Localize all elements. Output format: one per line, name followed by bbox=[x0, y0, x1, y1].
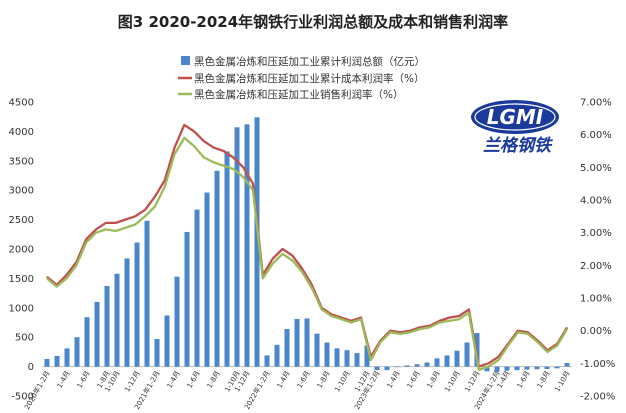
profit-bar bbox=[44, 358, 50, 367]
profit-bar bbox=[234, 127, 240, 367]
legend-label-cost-rate: 黑色金属冶炼和压延加工业累计成本利润率（%） bbox=[194, 72, 424, 85]
left-axis-tick-label: 3000 bbox=[9, 186, 34, 197]
profit-bar bbox=[364, 345, 370, 367]
profit-bar bbox=[544, 366, 550, 369]
right-axis-tick-label: 7.00% bbox=[580, 98, 612, 109]
profit-bar bbox=[484, 366, 490, 372]
left-axis-tick-label: 1500 bbox=[9, 274, 34, 285]
left-axis-tick-label: 2500 bbox=[9, 215, 34, 226]
left-axis-tick-label: -500 bbox=[11, 392, 34, 403]
profit-bar bbox=[464, 342, 470, 367]
right-axis-tick-label: 0.00% bbox=[580, 326, 612, 337]
logo-ring bbox=[474, 103, 556, 131]
profit-bar bbox=[184, 231, 190, 367]
left-axis-tick-label: 4000 bbox=[9, 127, 34, 138]
right-axis-tick-label: 4.00% bbox=[580, 196, 612, 207]
logo-badge bbox=[471, 100, 559, 134]
profit-bar bbox=[504, 366, 510, 371]
chart-title: 图3 2020-2024年钢铁行业利润总额及成本和销售利润率 bbox=[118, 13, 508, 31]
legend-swatch-profit bbox=[181, 56, 190, 65]
profit-bar bbox=[314, 333, 320, 367]
logo-main-text: LGMI bbox=[487, 105, 544, 129]
profit-bar bbox=[514, 366, 520, 371]
profit-bar bbox=[554, 366, 560, 369]
profit-bar bbox=[224, 151, 230, 367]
right-axis-tick-label: -2.00% bbox=[580, 392, 615, 403]
profit-bar bbox=[304, 318, 310, 367]
profit-bar bbox=[124, 258, 130, 367]
right-axis-tick-label: 6.00% bbox=[580, 130, 612, 141]
profit-bar bbox=[104, 286, 110, 367]
left-axis-tick-label: 500 bbox=[15, 333, 34, 344]
profit-bar bbox=[244, 124, 250, 367]
profit-bar bbox=[434, 358, 440, 367]
profit-bar bbox=[154, 338, 160, 367]
profit-bar bbox=[444, 355, 450, 367]
profit-bar bbox=[454, 350, 460, 367]
profit-bar bbox=[164, 315, 170, 367]
profit-bar bbox=[254, 117, 260, 367]
profit-bar bbox=[394, 366, 400, 368]
profit-bar bbox=[54, 356, 60, 367]
profit-bar bbox=[424, 362, 430, 367]
bars-series bbox=[44, 117, 570, 372]
profit-bar bbox=[404, 365, 410, 367]
profit-bar bbox=[144, 220, 150, 367]
logo-sub-text: 兰格钢铁 bbox=[483, 136, 554, 156]
profit-bar bbox=[74, 337, 80, 367]
profit-bar bbox=[274, 344, 280, 367]
profit-bar bbox=[534, 366, 540, 370]
profit-bar bbox=[354, 353, 360, 367]
profit-bar bbox=[114, 273, 120, 367]
lines-series bbox=[46, 123, 569, 372]
profit-bar bbox=[214, 170, 220, 367]
lgmi-logo: LGMI 兰格钢铁 bbox=[471, 100, 559, 156]
right-axis-tick-label: 2.00% bbox=[580, 261, 612, 272]
legend-label-profit: 黑色金属冶炼和压延加工业累计利润总额（亿元） bbox=[194, 55, 425, 68]
profit-bar bbox=[564, 363, 570, 367]
profit-bar bbox=[134, 242, 140, 367]
chart-legend: 黑色金属冶炼和压延加工业累计利润总额（亿元） 黑色金属冶炼和压延加工业累计成本利… bbox=[178, 55, 425, 101]
profit-bar bbox=[64, 348, 70, 367]
left-axis-tick-label: 0 bbox=[28, 362, 34, 373]
left-axis-tick-label: 1000 bbox=[9, 303, 34, 314]
profit-bar bbox=[384, 366, 390, 371]
profit-bar bbox=[204, 192, 210, 367]
profit-bar bbox=[414, 364, 420, 367]
cost-profit-rate-line bbox=[46, 123, 569, 368]
profit-bar bbox=[174, 276, 180, 367]
profit-bar bbox=[84, 317, 90, 367]
profit-bar bbox=[284, 328, 290, 367]
profit-bar bbox=[334, 348, 340, 367]
profit-bar bbox=[344, 350, 350, 367]
right-axis-tick-label: 5.00% bbox=[580, 163, 612, 174]
sales-profit-rate-line bbox=[46, 136, 569, 372]
profit-bar bbox=[374, 366, 380, 371]
left-axis-tick-label: 3500 bbox=[9, 156, 34, 167]
left-axis-tick-label: 2000 bbox=[9, 245, 34, 256]
profit-bar bbox=[94, 301, 100, 367]
left-axis-tick-label: 4500 bbox=[9, 98, 34, 109]
profit-bar bbox=[264, 355, 270, 367]
legend-label-sales-rate: 黑色金属冶炼和压延加工业销售利润率（%） bbox=[194, 88, 403, 101]
right-axis-tick-label: 1.00% bbox=[580, 294, 612, 305]
profit-bar bbox=[524, 366, 530, 370]
right-axis-tick-label: -1.00% bbox=[580, 359, 615, 370]
profit-bar bbox=[194, 209, 200, 367]
profit-bar bbox=[494, 366, 500, 372]
profit-bar bbox=[324, 342, 330, 367]
right-axis-tick-label: 3.00% bbox=[580, 228, 612, 239]
profit-bar bbox=[294, 318, 300, 367]
